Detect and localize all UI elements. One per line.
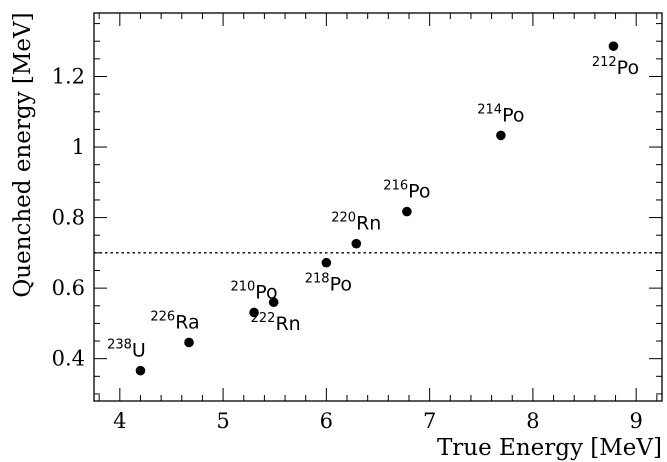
isotope-mass-number: 218 [305, 272, 330, 287]
point-label: 218Po [305, 272, 352, 296]
x-tick-label: 8 [526, 409, 539, 433]
y-tick-label: 0.4 [52, 347, 85, 371]
data-point-214-po [496, 130, 506, 141]
point-label: 216Po [383, 179, 430, 203]
isotope-mass-number: 222 [251, 311, 276, 326]
data-point-216-po [402, 206, 412, 217]
data-point-220-rn [351, 238, 362, 249]
point-label: 212Po [592, 55, 639, 79]
isotope-mass-number: 226 [150, 309, 175, 324]
point-label: 238U [107, 338, 146, 362]
isotope-mass-number: 220 [331, 211, 356, 226]
y-axis-label: Quenched energy [MeV] [10, 12, 36, 297]
isotope-mass-number: 214 [477, 102, 502, 117]
x-tick-label: 4 [113, 409, 126, 433]
data-point-222-rn [268, 297, 279, 308]
point-label: 222Rn [251, 311, 301, 335]
x-tick-label: 9 [629, 409, 642, 433]
isotope-element: Ra [175, 311, 199, 333]
point-label: 220Rn [331, 211, 381, 235]
point-label: 210Po [230, 279, 277, 303]
y-tick-label: 1 [72, 135, 85, 159]
data-point-210-po [249, 307, 259, 318]
x-axis-label: True Energy [MeV] [437, 435, 662, 461]
isotope-mass-number: 238 [107, 338, 132, 353]
isotope-element: Po [255, 281, 277, 303]
x-tick-label: 7 [423, 409, 436, 433]
x-tick-label: 5 [216, 409, 229, 433]
isotope-mass-number: 210 [230, 279, 255, 294]
y-tick-label: 0.6 [52, 276, 85, 300]
isotope-element: Rn [275, 313, 300, 335]
data-point-238-u [135, 365, 146, 376]
isotope-element: Rn [356, 213, 381, 235]
isotope-mass-number: 216 [383, 179, 408, 194]
data-point-212-po [608, 41, 619, 51]
isotope-element: Po [330, 274, 352, 296]
data-point-218-po [321, 257, 332, 268]
isotope-mass-number: 212 [592, 55, 617, 70]
x-tick-label: 6 [320, 409, 333, 433]
y-tick-label: 1.2 [52, 64, 85, 88]
point-label: 226Ra [150, 309, 199, 333]
isotope-element: U [132, 340, 146, 362]
y-tick-label: 0.8 [52, 206, 85, 230]
isotope-element: Po [617, 57, 639, 79]
data-point-226-ra [184, 337, 194, 348]
point-label: 214Po [477, 102, 524, 126]
isotope-element: Po [408, 181, 430, 203]
plot-frame [93, 12, 663, 402]
isotope-element: Po [502, 104, 524, 126]
